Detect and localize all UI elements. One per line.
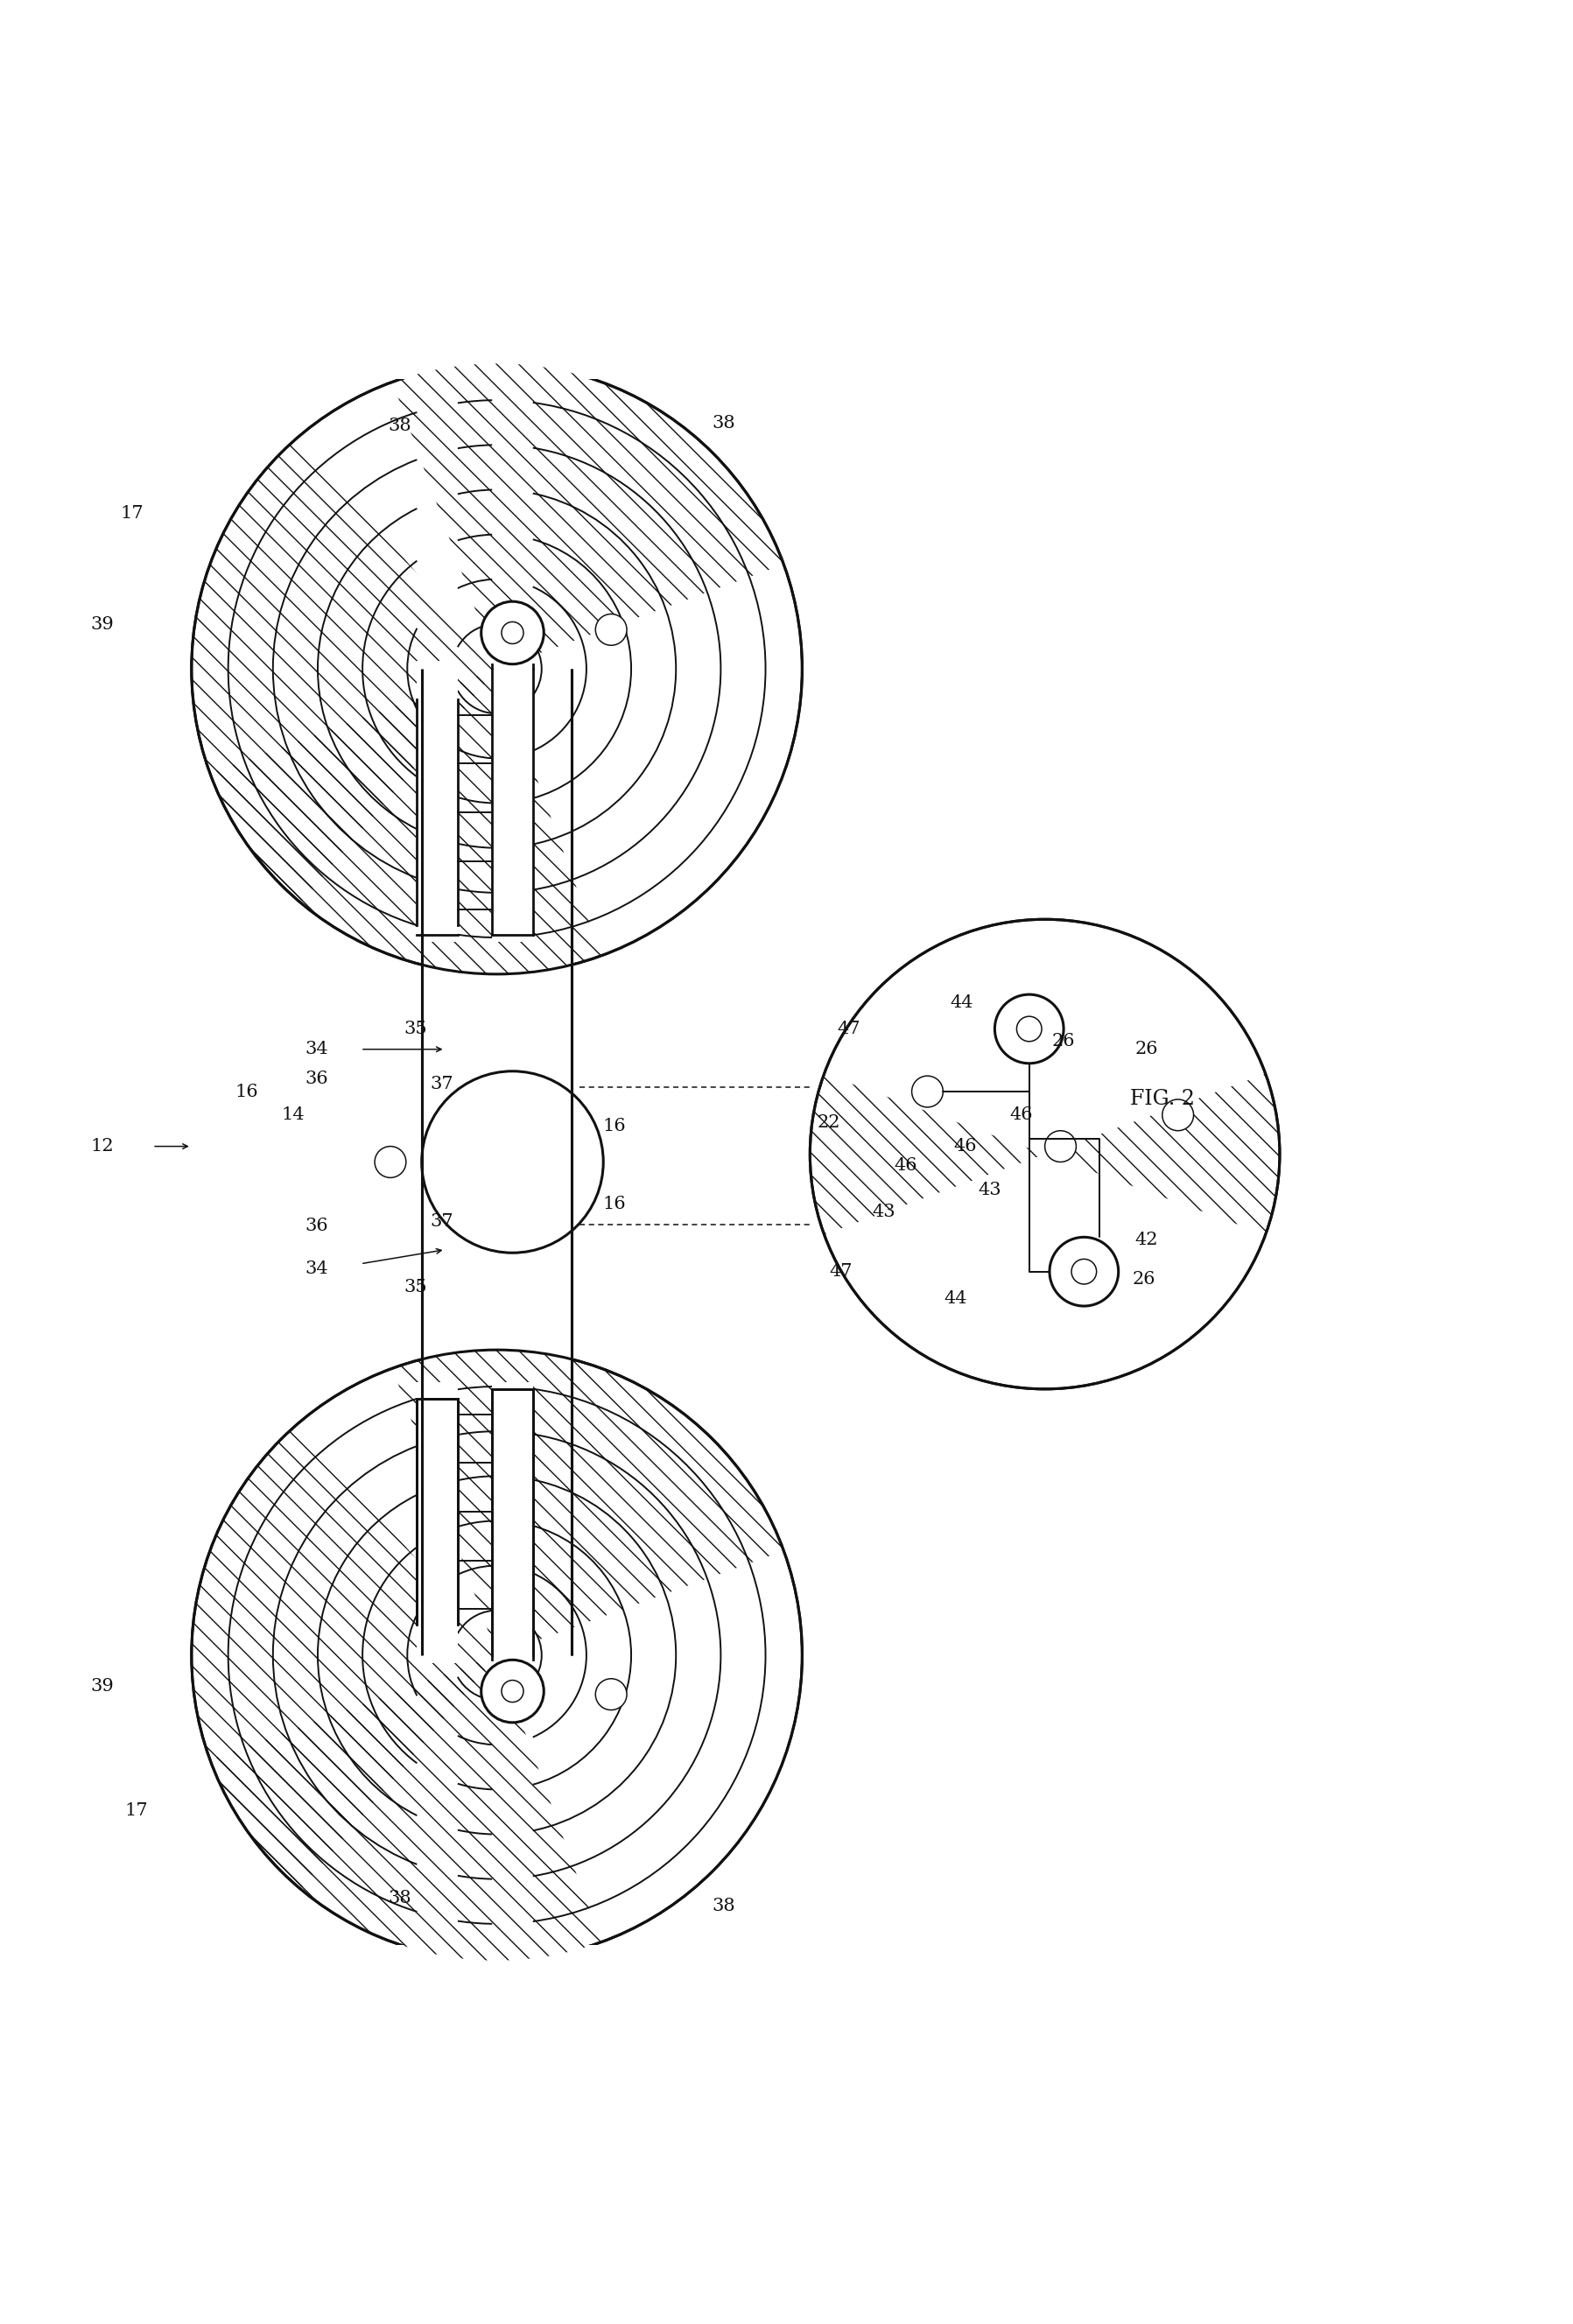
- Circle shape: [994, 995, 1063, 1064]
- Circle shape: [422, 1071, 604, 1253]
- Text: 44: 44: [950, 995, 974, 1011]
- Text: 35: 35: [404, 1020, 428, 1037]
- Text: 16: 16: [602, 1197, 626, 1213]
- Text: 46: 46: [953, 1139, 977, 1155]
- Text: 39: 39: [91, 616, 113, 632]
- Text: 47: 47: [837, 1020, 860, 1037]
- Text: 42: 42: [1136, 1232, 1158, 1248]
- Text: 22: 22: [818, 1116, 840, 1132]
- Text: 35: 35: [404, 1278, 428, 1294]
- Circle shape: [1162, 1099, 1194, 1132]
- Text: FIG. 2: FIG. 2: [1129, 1090, 1194, 1109]
- Text: 16: 16: [602, 1118, 626, 1134]
- Text: 36: 36: [305, 1218, 329, 1234]
- Text: 26: 26: [1136, 1041, 1158, 1057]
- Circle shape: [596, 1678, 626, 1710]
- Circle shape: [192, 1350, 802, 1961]
- Text: 26: 26: [1133, 1271, 1155, 1287]
- Text: 17: 17: [126, 1801, 148, 1817]
- Text: 37: 37: [431, 1076, 453, 1092]
- Text: 16: 16: [234, 1083, 258, 1099]
- Circle shape: [192, 363, 802, 974]
- Text: 44: 44: [944, 1290, 967, 1306]
- Circle shape: [912, 1076, 944, 1106]
- Circle shape: [481, 602, 544, 665]
- Circle shape: [1044, 1132, 1076, 1162]
- Text: 12: 12: [91, 1139, 113, 1155]
- Text: 37: 37: [431, 1213, 453, 1229]
- Circle shape: [1049, 1236, 1118, 1306]
- Text: 34: 34: [305, 1260, 329, 1276]
- Text: 14: 14: [282, 1106, 305, 1122]
- Text: 47: 47: [829, 1264, 853, 1281]
- Text: 38: 38: [389, 1889, 412, 1906]
- Circle shape: [481, 1659, 544, 1722]
- Text: 43: 43: [871, 1204, 895, 1220]
- Text: 26: 26: [1052, 1034, 1076, 1050]
- Text: 34: 34: [305, 1041, 329, 1057]
- Text: 36: 36: [305, 1071, 329, 1088]
- Polygon shape: [492, 1383, 533, 1664]
- Polygon shape: [492, 660, 533, 941]
- Text: 38: 38: [389, 418, 412, 435]
- Text: 38: 38: [713, 414, 736, 432]
- Text: 17: 17: [121, 507, 143, 523]
- Text: 38: 38: [713, 1896, 736, 1915]
- Text: 39: 39: [91, 1678, 113, 1694]
- Text: 46: 46: [893, 1157, 917, 1174]
- Circle shape: [374, 1146, 406, 1178]
- Polygon shape: [422, 669, 573, 1655]
- Polygon shape: [417, 660, 458, 941]
- Polygon shape: [417, 1383, 458, 1664]
- Circle shape: [596, 614, 626, 646]
- Polygon shape: [425, 660, 569, 1664]
- Circle shape: [810, 920, 1280, 1390]
- Text: 43: 43: [978, 1183, 1002, 1199]
- Text: 46: 46: [1010, 1106, 1033, 1122]
